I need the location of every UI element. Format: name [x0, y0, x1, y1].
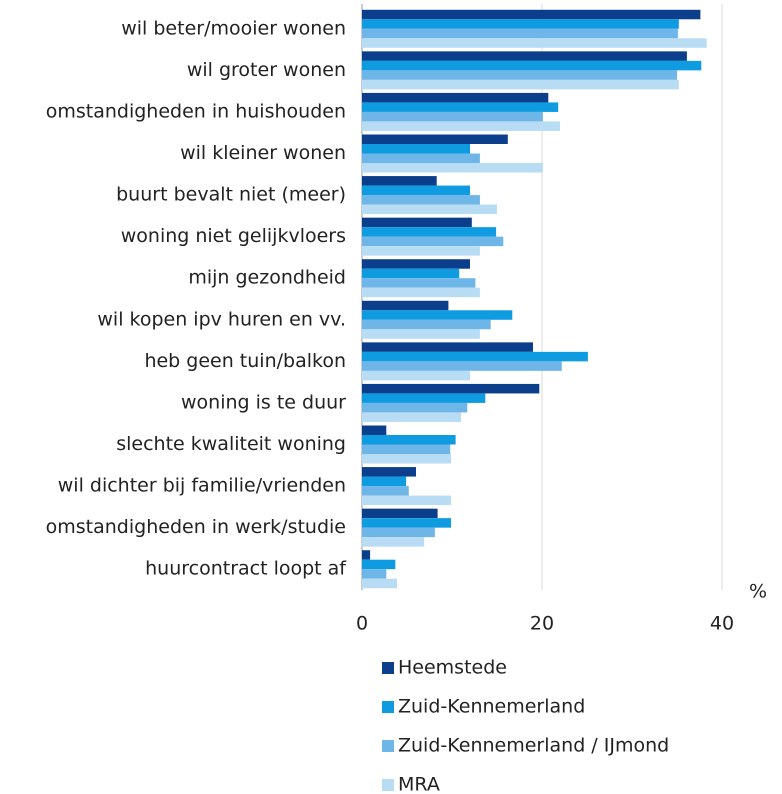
- bar: [362, 144, 470, 154]
- bar: [362, 310, 513, 320]
- y-tick-label: heb geen tuin/balkon: [144, 350, 346, 372]
- bar: [362, 435, 456, 445]
- y-tick-label: wil dichter bij familie/vrienden: [58, 475, 346, 497]
- bar: [362, 559, 396, 570]
- bar: [362, 454, 452, 464]
- bar: [362, 268, 460, 279]
- bar: [362, 444, 451, 454]
- bar: [362, 204, 497, 215]
- legend-swatch: [382, 662, 394, 674]
- bar: [362, 70, 677, 80]
- y-tick-label: woning is te duur: [181, 391, 346, 413]
- bar: [362, 79, 679, 90]
- bar: [362, 370, 470, 381]
- bar: [362, 102, 559, 112]
- legend-label: Heemstede: [398, 657, 507, 679]
- bar: [362, 217, 472, 228]
- legend-swatch: [382, 740, 394, 752]
- legend-swatch: [382, 701, 394, 713]
- bar: [362, 425, 387, 435]
- bar: [362, 329, 480, 339]
- bar: [362, 28, 678, 39]
- legend-label: MRA: [398, 774, 440, 794]
- bar: [362, 185, 470, 196]
- x-tick-label: 20: [530, 613, 554, 635]
- bar: [362, 92, 549, 103]
- x-axis-label: %: [749, 581, 767, 603]
- y-tick-label: wil kleiner wonen: [180, 142, 346, 164]
- bar: [362, 278, 476, 288]
- bar: [362, 60, 702, 71]
- bar: [362, 287, 480, 298]
- bar: [362, 236, 504, 247]
- bar: [362, 467, 416, 477]
- bar: [362, 402, 468, 413]
- legend-label: Zuid-Kennemerland / IJmond: [398, 735, 669, 757]
- bar: [362, 476, 407, 487]
- bar: [362, 569, 387, 579]
- bar: [362, 550, 371, 560]
- bar: [362, 51, 687, 61]
- bar: [362, 383, 540, 394]
- bar: [362, 246, 480, 256]
- bar: [362, 495, 452, 506]
- y-tick-label: buurt bevalt niet (meer): [116, 184, 346, 206]
- bar: [362, 134, 508, 144]
- bar: [362, 19, 679, 29]
- bar: [362, 508, 438, 519]
- bar: [362, 38, 707, 48]
- bar: [362, 518, 452, 528]
- y-tick-label: slechte kwaliteit woning: [116, 433, 346, 455]
- bar: [362, 537, 425, 547]
- bar: [362, 163, 543, 173]
- y-tick-label: woning niet gelijkvloers: [121, 225, 346, 247]
- x-tick-label: 0: [356, 613, 368, 635]
- bar: [362, 300, 449, 311]
- bar: [362, 486, 409, 496]
- bar: [362, 361, 562, 371]
- bar: [362, 342, 533, 352]
- bar: [362, 153, 480, 163]
- y-tick-label: omstandigheden in huishouden: [46, 100, 346, 122]
- bar: [362, 111, 543, 122]
- bar: [362, 176, 437, 186]
- bar: [362, 319, 491, 330]
- bar: [362, 227, 497, 237]
- bar: [362, 195, 480, 205]
- y-tick-label: mijn gezondheid: [188, 267, 346, 289]
- bar: [362, 412, 461, 422]
- bar: [362, 121, 560, 131]
- bar: [362, 393, 486, 403]
- y-tick-label: wil beter/mooier wonen: [121, 17, 346, 39]
- legend-label: Zuid-Kennemerland: [398, 696, 585, 718]
- bar: [362, 259, 470, 269]
- y-tick-label: wil groter wonen: [187, 59, 346, 81]
- bar: [362, 527, 435, 538]
- legend-swatch: [382, 779, 394, 791]
- y-tick-label: wil kopen ipv huren en vv.: [97, 308, 346, 330]
- y-tick-label: huurcontract loopt af: [145, 558, 347, 580]
- y-tick-label: omstandigheden in werk/studie: [46, 516, 346, 538]
- x-tick-label: 40: [710, 613, 734, 635]
- bar: [362, 9, 701, 20]
- bar: [362, 578, 398, 589]
- bar: [362, 351, 588, 362]
